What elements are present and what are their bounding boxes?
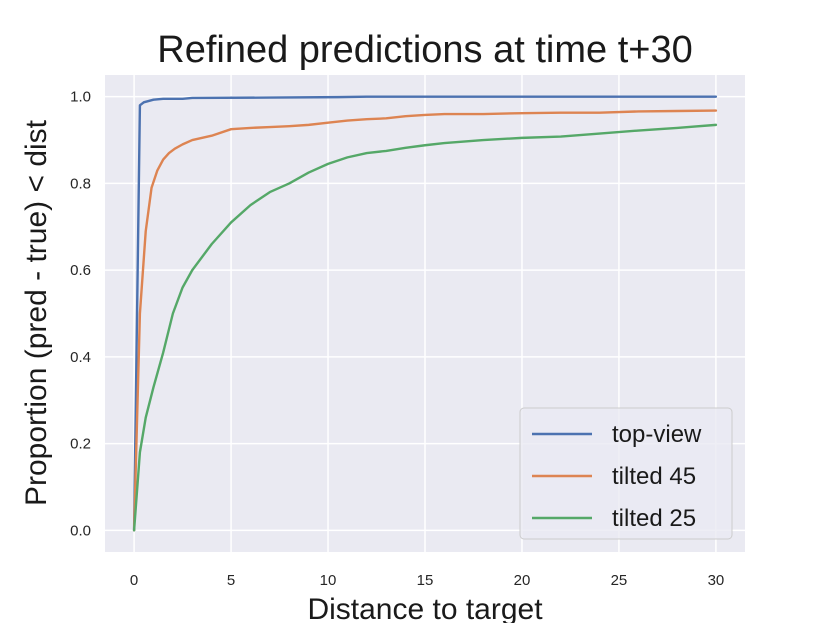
x-tick-label: 20 — [514, 572, 531, 589]
legend-label: tilted 45 — [612, 463, 696, 490]
series-line-top-view — [132, 95, 718, 532]
y-axis-label: Proportion (pred - true) < dist — [20, 119, 53, 506]
gridlines — [105, 75, 745, 552]
y-tick-label: 0.8 — [70, 175, 91, 192]
legend-label: tilted 25 — [612, 505, 696, 532]
x-tick-label: 0 — [130, 572, 138, 589]
series-line-tilted-45 — [132, 109, 718, 532]
y-tick-label: 0.6 — [70, 262, 91, 279]
x-axis-label: Distance to target — [307, 593, 543, 623]
legend: top-view tilted 45 tilted 25 — [519, 407, 733, 540]
y-tick-label: 1.0 — [70, 89, 91, 106]
y-tick-label: 0.2 — [70, 436, 91, 453]
x-tick-label: 15 — [417, 572, 434, 589]
x-tick-label: 5 — [227, 572, 235, 589]
legend-box — [519, 407, 733, 540]
chart-title: Refined predictions at time t+30 — [157, 29, 692, 71]
x-tick-label: 10 — [320, 572, 337, 589]
tick-labels: 0 5 10 15 20 25 30 0.0 0.2 0.4 0.6 0.8 1.0 — [70, 89, 724, 589]
series-line-tilted-25 — [132, 123, 718, 532]
legend-label: top-view — [612, 421, 702, 448]
series-lines — [132, 95, 718, 532]
x-tick-label: 25 — [611, 572, 628, 589]
y-tick-label: 0.4 — [70, 349, 91, 366]
y-tick-label: 0.0 — [70, 522, 91, 539]
x-tick-label: 30 — [708, 572, 725, 589]
